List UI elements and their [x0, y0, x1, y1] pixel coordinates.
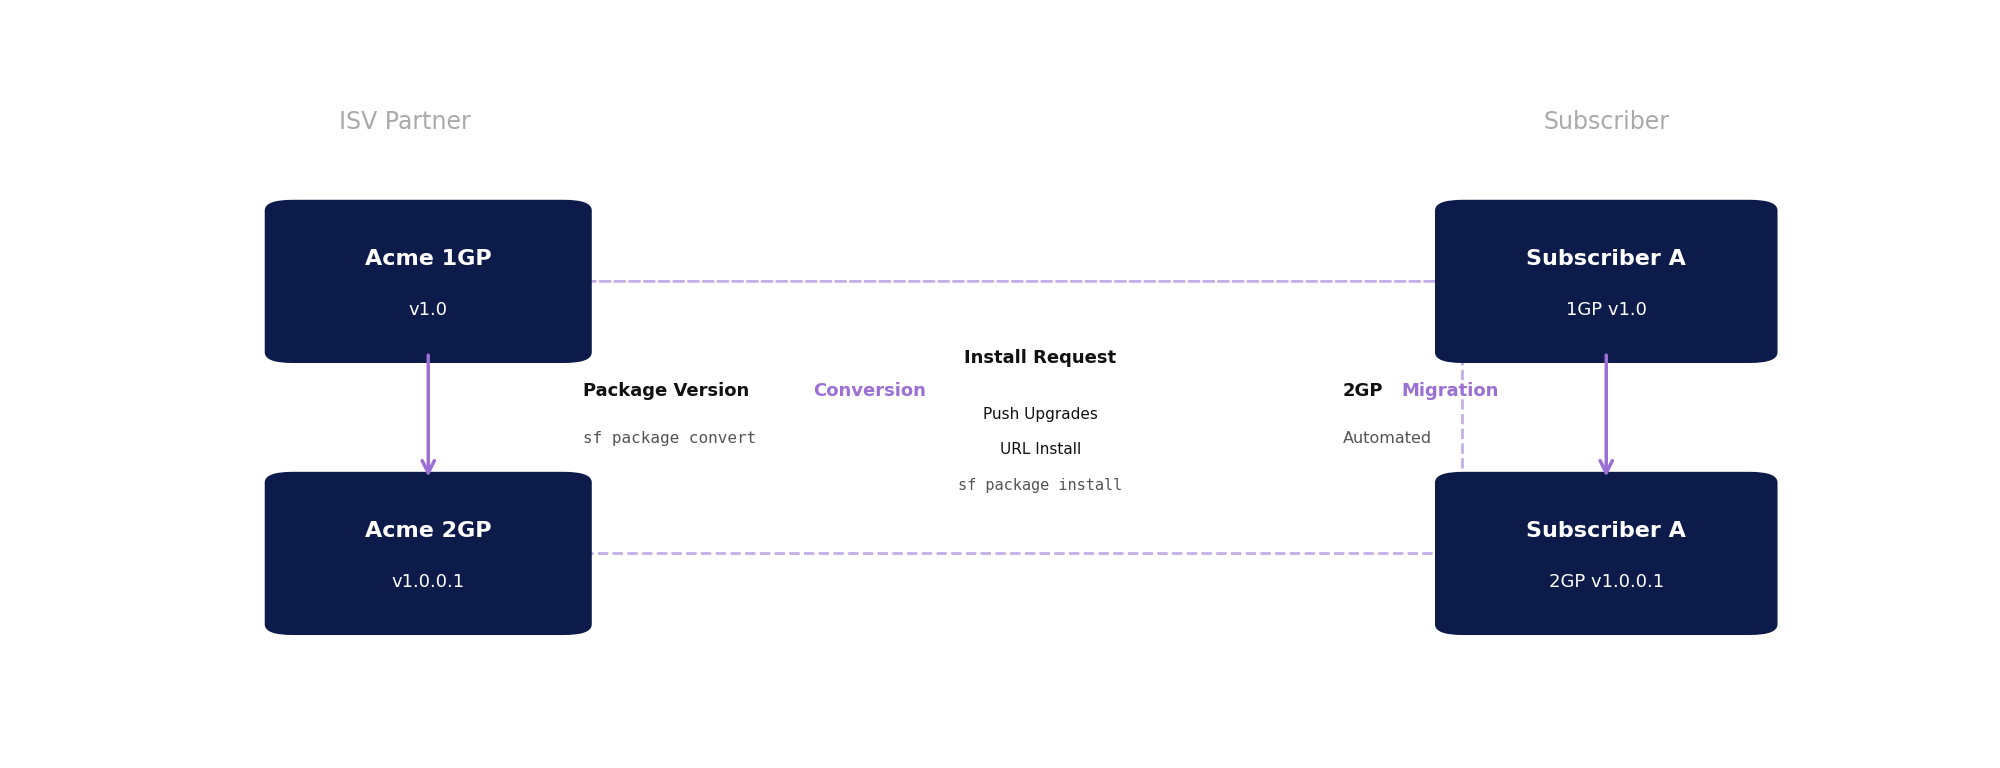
Text: 2GP v1.0.0.1: 2GP v1.0.0.1 [1548, 573, 1664, 591]
FancyBboxPatch shape [1434, 472, 1778, 635]
FancyBboxPatch shape [264, 472, 592, 635]
Text: Conversion: Conversion [812, 382, 926, 400]
FancyBboxPatch shape [264, 200, 592, 363]
Text: 1GP v1.0: 1GP v1.0 [1566, 301, 1646, 319]
Text: Acme 2GP: Acme 2GP [364, 521, 492, 541]
Text: Subscriber A: Subscriber A [1526, 249, 1686, 269]
Text: sf package convert: sf package convert [584, 431, 756, 445]
Text: v1.0: v1.0 [408, 301, 448, 319]
Text: sf package install: sf package install [958, 478, 1122, 493]
Text: Automated: Automated [1342, 431, 1432, 445]
Text: URL Install: URL Install [1000, 442, 1082, 458]
Text: 2GP: 2GP [1342, 382, 1384, 400]
Text: Push Upgrades: Push Upgrades [984, 407, 1098, 422]
FancyBboxPatch shape [1434, 200, 1778, 363]
Text: Subscriber A: Subscriber A [1526, 521, 1686, 541]
Text: v1.0.0.1: v1.0.0.1 [392, 573, 464, 591]
Text: Install Request: Install Request [964, 349, 1116, 367]
Text: ISV Partner: ISV Partner [340, 110, 470, 134]
Text: Migration: Migration [1402, 382, 1500, 400]
Text: Acme 1GP: Acme 1GP [364, 249, 492, 269]
Text: Package Version: Package Version [584, 382, 756, 400]
Text: Subscriber: Subscriber [1544, 110, 1670, 134]
